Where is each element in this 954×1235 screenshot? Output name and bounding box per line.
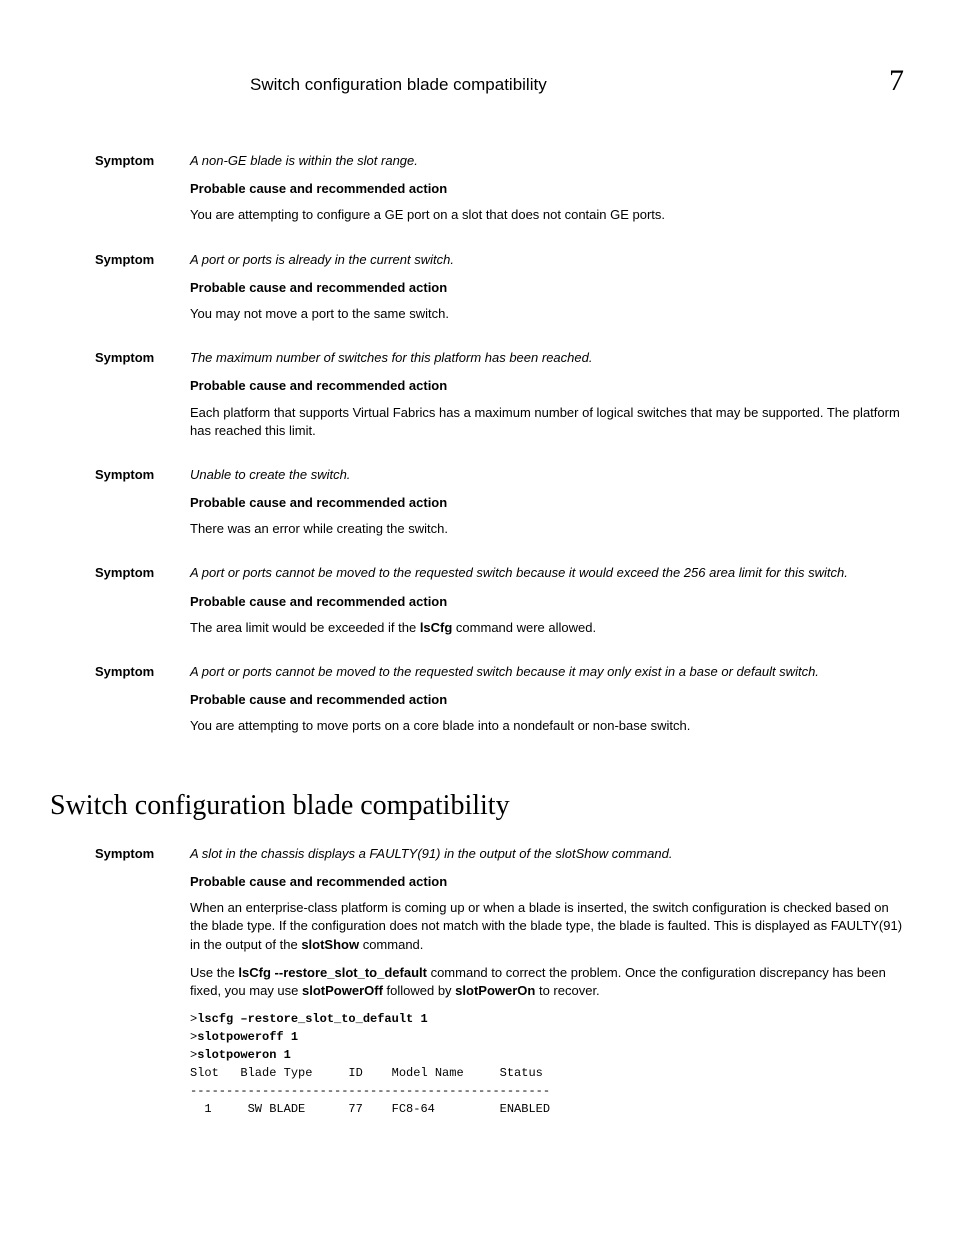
- pcra-heading: Probable cause and recommended action: [190, 180, 904, 198]
- command-name: lsCfg: [420, 620, 453, 635]
- symptom-text: A port or ports cannot be moved to the r…: [190, 564, 904, 582]
- symptom-label: Symptom: [50, 152, 190, 235]
- action-para-1: When an enterprise-class platform is com…: [190, 899, 904, 954]
- pcra-heading: Probable cause and recommended action: [190, 593, 904, 611]
- pcra-heading: Probable cause and recommended action: [190, 377, 904, 395]
- command-name: slotShow: [301, 937, 359, 952]
- code-command: slotpoweron 1: [197, 1048, 291, 1062]
- action-text: There was an error while creating the sw…: [190, 520, 904, 538]
- action-para-2: Use the lsCfg --restore_slot_to_default …: [190, 964, 904, 1000]
- header-title: Switch configuration blade compatibility: [250, 73, 547, 97]
- symptom-label: Symptom: [50, 663, 190, 746]
- command-name: lsCfg --restore_slot_to_default: [238, 965, 427, 980]
- para-text: to recover.: [535, 983, 599, 998]
- symptom-block: Symptom A slot in the chassis displays a…: [50, 845, 904, 1118]
- symptom-block: Symptom Unable to create the switch. Pro…: [50, 466, 904, 549]
- symptom-body: A port or ports is already in the curren…: [190, 251, 904, 334]
- symptom-body: A port or ports cannot be moved to the r…: [190, 663, 904, 746]
- symptom-body: A slot in the chassis displays a FAULTY(…: [190, 845, 904, 1118]
- para-text: command.: [359, 937, 423, 952]
- code-output-header: Slot Blade Type ID Model Name Status: [190, 1066, 543, 1080]
- pcra-heading: Probable cause and recommended action: [190, 494, 904, 512]
- action-text: You are attempting to move ports on a co…: [190, 717, 904, 735]
- section-heading: Switch configuration blade compatibility: [50, 786, 904, 825]
- para-text: followed by: [383, 983, 455, 998]
- action-text: You are attempting to configure a GE por…: [190, 206, 904, 224]
- action-text: The area limit would be exceeded if the …: [190, 619, 904, 637]
- symptom-body: The maximum number of switches for this …: [190, 349, 904, 450]
- code-output-row: 1 SW BLADE 77 FC8-64 ENABLED: [190, 1102, 550, 1116]
- action-text: You may not move a port to the same swit…: [190, 305, 904, 323]
- symptom-label: Symptom: [50, 564, 190, 647]
- symptom-text: The maximum number of switches for this …: [190, 349, 904, 367]
- chapter-number: 7: [889, 60, 904, 102]
- code-output-divider: ----------------------------------------…: [190, 1084, 550, 1098]
- command-name: slotPowerOn: [455, 983, 535, 998]
- symptom-block: Symptom The maximum number of switches f…: [50, 349, 904, 450]
- page-header: Switch configuration blade compatibility…: [50, 60, 904, 102]
- symptom-label: Symptom: [50, 251, 190, 334]
- symptom-body: Unable to create the switch. Probable ca…: [190, 466, 904, 549]
- action-text-post: command were allowed.: [452, 620, 596, 635]
- symptom-text: A port or ports is already in the curren…: [190, 251, 904, 269]
- symptom-text: A non-GE blade is within the slot range.: [190, 152, 904, 170]
- symptom-body: A non-GE blade is within the slot range.…: [190, 152, 904, 235]
- pcra-heading: Probable cause and recommended action: [190, 873, 904, 891]
- symptom-text: Unable to create the switch.: [190, 466, 904, 484]
- symptom-body: A port or ports cannot be moved to the r…: [190, 564, 904, 647]
- code-command: slotpoweroff 1: [197, 1030, 298, 1044]
- symptom-block: Symptom A port or ports cannot be moved …: [50, 663, 904, 746]
- symptom-block: Symptom A port or ports is already in th…: [50, 251, 904, 334]
- pcra-heading: Probable cause and recommended action: [190, 691, 904, 709]
- symptom-label: Symptom: [50, 845, 190, 1118]
- para-text: When an enterprise-class platform is com…: [190, 900, 902, 951]
- symptom-text: A slot in the chassis displays a FAULTY(…: [190, 845, 904, 863]
- action-text: Each platform that supports Virtual Fabr…: [190, 404, 904, 440]
- symptom-block: Symptom A port or ports cannot be moved …: [50, 564, 904, 647]
- symptom-label: Symptom: [50, 466, 190, 549]
- para-text: Use the: [190, 965, 238, 980]
- code-block: >lscfg –restore_slot_to_default 1 >slotp…: [190, 1010, 904, 1118]
- code-command: lscfg –restore_slot_to_default 1: [197, 1012, 427, 1026]
- symptom-label: Symptom: [50, 349, 190, 450]
- command-name: slotPowerOff: [302, 983, 383, 998]
- symptom-text: A port or ports cannot be moved to the r…: [190, 663, 904, 681]
- action-text-pre: The area limit would be exceeded if the: [190, 620, 420, 635]
- symptom-block: Symptom A non-GE blade is within the slo…: [50, 152, 904, 235]
- pcra-heading: Probable cause and recommended action: [190, 279, 904, 297]
